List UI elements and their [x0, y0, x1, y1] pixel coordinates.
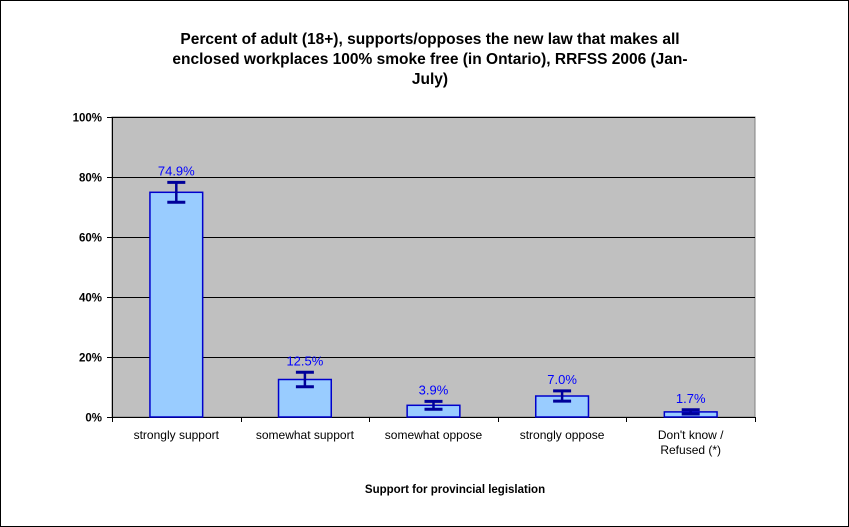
x-tick-label-line: strongly oppose [520, 428, 605, 442]
bar [149, 191, 204, 418]
x-tick-label: Don't know / Refused (*) [658, 428, 724, 457]
data-label: 74.9% [158, 163, 195, 178]
x-tick-label-line: somewhat oppose [385, 428, 483, 442]
chart-title-line-2: enclosed workplaces 100% smoke free (in … [172, 51, 688, 68]
x-tick-label: somewhat support [256, 428, 355, 442]
chart-title-line-1: Percent of adult (18+), supports/opposes… [180, 31, 680, 48]
x-tick-label-line: Don't know / [658, 428, 724, 442]
plot-area [111, 116, 756, 418]
x-tick-label-line: strongly support [134, 428, 220, 442]
x-axis-title: Support for provincial legislation [364, 484, 546, 496]
x-tick-label: strongly oppose [520, 428, 605, 442]
y-tick-label: 60% [79, 233, 102, 245]
x-tick-label: strongly support [134, 428, 220, 442]
y-tick-label: 40% [79, 293, 102, 305]
data-label: 12.5% [286, 353, 323, 368]
x-tick-label-line: Refused (*) [660, 443, 721, 457]
data-label: 7.0% [547, 372, 577, 387]
y-tick-label: 100% [73, 113, 102, 125]
chart-title: Percent of adult (18+), supports/opposes… [90, 30, 770, 90]
y-tick-label: 0% [85, 413, 102, 425]
y-tick-label: 80% [79, 173, 102, 185]
chart-title-line-3: July) [411, 71, 449, 88]
x-tick-label-line: somewhat support [256, 428, 355, 442]
y-tick-label: 20% [79, 353, 102, 365]
data-label: 1.7% [676, 391, 706, 406]
data-label: 3.9% [419, 382, 449, 397]
x-tick-label: somewhat oppose [385, 428, 483, 442]
